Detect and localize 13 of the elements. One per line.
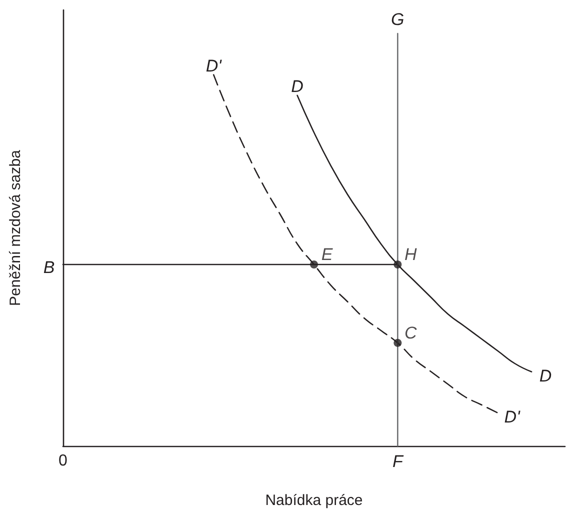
text: D <box>539 366 552 386</box>
text: D' <box>504 408 520 426</box>
y-axis-title: Peněžní mzdová sazba <box>7 149 24 306</box>
series-label: D' <box>206 56 222 76</box>
x-tick-label: 0 <box>58 452 68 470</box>
annotation: G <box>391 10 404 30</box>
x-tick-label: F <box>392 452 404 471</box>
series-label: E <box>321 245 334 264</box>
series-label: B <box>43 258 55 278</box>
series-label: H <box>404 245 418 264</box>
x-axis-title: Nabídka práce <box>265 492 363 509</box>
series-label: D <box>291 76 304 96</box>
series-label: C <box>404 323 418 342</box>
